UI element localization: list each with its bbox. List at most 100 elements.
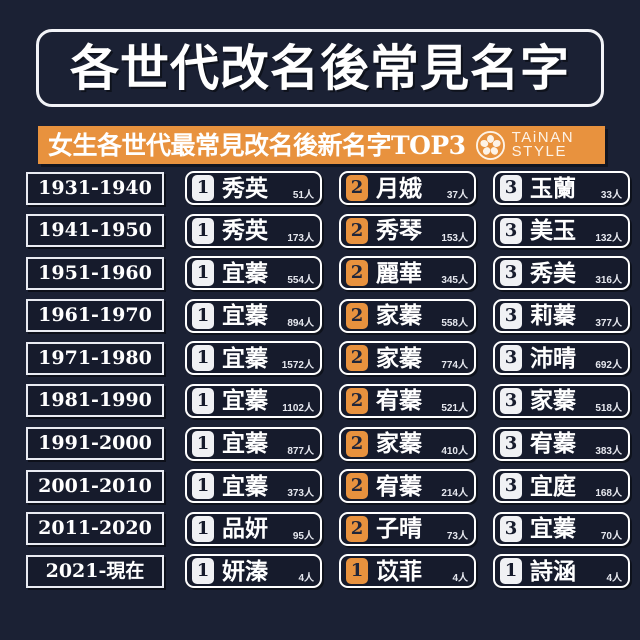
period-label: 1951-1960 xyxy=(38,261,152,284)
given-name: 秀英 xyxy=(222,217,268,245)
name-rank-card: 1 詩涵 4人 xyxy=(493,554,630,589)
tainan-style-logo: TAiNAN STYLE xyxy=(475,130,575,161)
person-count: 518人 xyxy=(595,402,622,414)
period-label: 2011-2020 xyxy=(38,517,152,540)
given-name: 美玉 xyxy=(530,217,576,245)
rank-badge: 2 xyxy=(346,345,368,372)
name-rank-card: 1 苡菲 4人 xyxy=(339,554,476,589)
period-label-box: 2021-現在 xyxy=(26,554,164,588)
given-name: 宜蓁 xyxy=(222,344,268,372)
period-label: 1941-1950 xyxy=(38,219,152,242)
name-rank-card: 2 宥蓁 521人 xyxy=(339,383,476,418)
plum-blossom-icon xyxy=(475,130,505,160)
given-name: 麗華 xyxy=(376,259,422,287)
person-count: 877人 xyxy=(287,445,314,457)
name-rank-card: 1 秀英 51人 xyxy=(185,171,322,205)
person-count: 692人 xyxy=(595,360,622,372)
given-name: 宜庭 xyxy=(530,472,576,500)
person-count: 37人 xyxy=(446,190,468,201)
rank-badge: 3 xyxy=(500,473,522,500)
name-rank-card: 1 品妍 95人 xyxy=(185,511,322,546)
rank-badge: 1 xyxy=(192,387,214,414)
person-count: 373人 xyxy=(287,488,314,500)
rank-badge: 3 xyxy=(500,175,522,201)
given-name: 宥蓁 xyxy=(530,430,576,458)
rank-badge: 3 xyxy=(500,302,522,329)
period-label-box: 2011-2020 xyxy=(26,512,164,546)
rank-badge: 2 xyxy=(346,430,368,457)
person-count: 4人 xyxy=(606,573,622,585)
rank-badge: 1 xyxy=(192,558,214,585)
given-name: 月娥 xyxy=(376,174,422,202)
rank-badge: 3 xyxy=(500,345,522,372)
rank-badge: 1 xyxy=(192,345,214,372)
table-row: 1951-1960 1 宜蓁 554人 2 麗華 345人 3 秀美 316人 xyxy=(0,255,640,291)
rank-badge: 2 xyxy=(346,387,368,414)
name-rank-card: 3 莉蓁 377人 xyxy=(493,298,630,333)
person-count: 316人 xyxy=(595,275,622,287)
person-count: 70人 xyxy=(600,530,622,542)
period-label: 2001-2010 xyxy=(38,474,152,497)
person-count: 173人 xyxy=(287,232,314,244)
name-rank-card: 3 宥蓁 383人 xyxy=(493,426,630,461)
name-rank-card: 1 宜蓁 1102人 xyxy=(185,383,322,418)
given-name: 子晴 xyxy=(376,515,422,543)
period-label-box: 1991-2000 xyxy=(26,427,164,461)
name-rank-card: 2 秀琴 153人 xyxy=(339,213,476,248)
rank-badge: 1 xyxy=(192,302,214,329)
given-name: 秀琴 xyxy=(376,217,422,245)
banner-title: 女生各世代最常見改名後新名字TOP3 xyxy=(48,130,466,160)
name-rank-card: 3 玉蘭 33人 xyxy=(493,171,630,205)
name-rank-card: 2 子晴 73人 xyxy=(339,511,476,546)
person-count: 345人 xyxy=(441,275,468,287)
person-count: 33人 xyxy=(600,190,622,201)
rank-badge: 1 xyxy=(192,217,214,244)
person-count: 95人 xyxy=(292,530,314,542)
person-count: 1572人 xyxy=(281,360,314,372)
person-count: 383人 xyxy=(595,445,622,457)
rank-badge: 2 xyxy=(346,515,368,542)
table-row: 1961-1970 1 宜蓁 894人 2 家蓁 558人 3 莉蓁 377人 xyxy=(0,298,640,334)
rank-badge: 2 xyxy=(346,217,368,244)
rank-badge: 1 xyxy=(346,558,368,585)
period-label: 1981-1990 xyxy=(38,389,152,412)
person-count: 73人 xyxy=(446,530,468,542)
rank-badge: 1 xyxy=(192,175,214,201)
rank-badge: 1 xyxy=(192,515,214,542)
period-label-box: 1981-1990 xyxy=(26,384,164,418)
given-name: 宥蓁 xyxy=(376,472,422,500)
given-name: 宜蓁 xyxy=(222,430,268,458)
table-row: 2011-2020 1 品妍 95人 2 子晴 73人 3 宜蓁 70人 xyxy=(0,511,640,547)
person-count: 521人 xyxy=(441,402,468,414)
name-rank-card: 1 秀英 173人 xyxy=(185,213,322,248)
name-rank-card: 1 宜蓁 373人 xyxy=(185,469,322,504)
person-count: 4人 xyxy=(298,573,314,585)
name-rank-card: 3 秀美 316人 xyxy=(493,256,630,291)
given-name: 沛晴 xyxy=(530,344,576,372)
rank-badge: 3 xyxy=(500,515,522,542)
period-label: 1971-1980 xyxy=(38,346,152,369)
table-row: 2021-現在 1 妍溱 4人 1 苡菲 4人 1 詩涵 4人 xyxy=(0,553,640,589)
name-rank-card: 1 宜蓁 894人 xyxy=(185,298,322,333)
person-count: 554人 xyxy=(287,275,314,287)
given-name: 莉蓁 xyxy=(530,302,576,330)
given-name: 妍溱 xyxy=(222,557,268,585)
rank-badge: 1 xyxy=(192,260,214,287)
given-name: 家蓁 xyxy=(376,344,422,372)
rank-badge: 2 xyxy=(346,175,368,201)
name-rank-card: 2 月娥 37人 xyxy=(339,171,476,205)
name-rank-card: 2 家蓁 774人 xyxy=(339,341,476,376)
given-name: 苡菲 xyxy=(376,557,422,585)
person-count: 1102人 xyxy=(282,402,314,414)
person-count: 153人 xyxy=(441,232,468,244)
name-rank-card: 3 家蓁 518人 xyxy=(493,383,630,418)
period-label-box: 1931-1940 xyxy=(26,171,164,205)
subtitle-banner: 女生各世代最常見改名後新名字TOP3 TAiNAN STYLE xyxy=(38,126,605,164)
rank-badge: 2 xyxy=(346,302,368,329)
given-name: 宜蓁 xyxy=(222,472,268,500)
person-count: 894人 xyxy=(287,317,314,329)
page-title: 各世代改名後常見名字 xyxy=(69,38,570,97)
name-rank-card: 1 宜蓁 1572人 xyxy=(185,341,322,376)
person-count: 4人 xyxy=(452,573,468,585)
